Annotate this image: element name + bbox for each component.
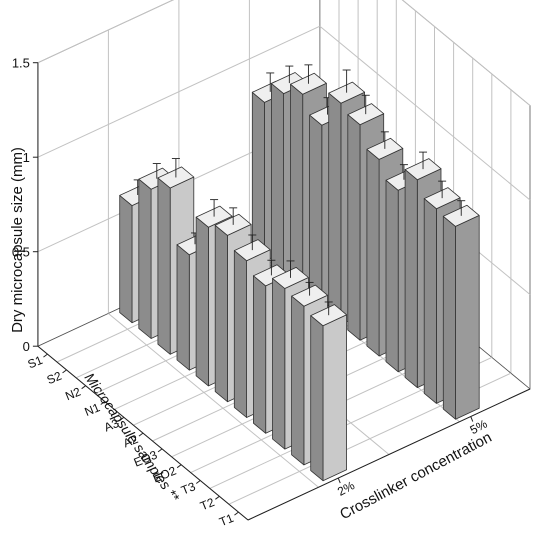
- bar-face-side: [272, 277, 286, 450]
- sample-tick-label: T1: [217, 511, 236, 529]
- sample-tick-label: T3: [179, 479, 198, 497]
- bar-T1-5%: [442, 200, 480, 420]
- sample-tick-mark: [176, 464, 182, 469]
- bar-face-side: [214, 224, 228, 403]
- concentration-tick-label: 2%: [335, 478, 357, 499]
- bar-face-side: [309, 114, 323, 310]
- bar-face-side: [119, 194, 133, 324]
- bar-face-side: [176, 244, 190, 371]
- sample-tick-mark: [81, 385, 86, 390]
- bar-face-side: [290, 83, 304, 294]
- bar-face-top: [423, 187, 461, 210]
- bar-face-side: [138, 178, 152, 339]
- grid-line-z: [37, 0, 175, 64]
- bar-face-side: [385, 179, 399, 373]
- sample-tick-label: A2: [121, 432, 140, 451]
- bar-face-side: [404, 169, 418, 389]
- axis-line-concentration: [247, 388, 531, 521]
- grid-line-z: [319, 25, 531, 201]
- bar-face-side: [328, 92, 342, 325]
- concentration-tick-mark: [470, 416, 474, 422]
- bar-face-side: [442, 215, 456, 420]
- sample-tick-label: T2: [198, 495, 217, 513]
- bar-face-top: [291, 284, 328, 307]
- bar-face-side: [252, 275, 267, 434]
- bar-T1-2%: [310, 301, 348, 482]
- bar-face-side: [195, 216, 209, 387]
- bar-face-side: [270, 83, 285, 278]
- bar-face-top: [442, 204, 480, 227]
- bar-face-front: [455, 214, 480, 420]
- z-tick-label: 1: [23, 150, 30, 165]
- sample-tick-mark: [195, 480, 201, 484]
- sample-tick-mark: [215, 495, 220, 500]
- bar-face-side: [347, 114, 361, 341]
- sample-tick-mark: [138, 432, 144, 437]
- grid-line-z: [401, 0, 531, 106]
- bar-face-side: [310, 315, 324, 482]
- bar-face-top: [233, 239, 271, 262]
- z-axis-label: Dry microcapsule size (mm): [9, 147, 26, 333]
- sample-tick-label: N1: [82, 400, 102, 419]
- z-tick-label: 0.5: [12, 245, 30, 260]
- bar-face-top: [404, 158, 442, 181]
- concentration-tick-mark: [337, 477, 341, 484]
- sample-tick-label: S1: [26, 353, 45, 372]
- sample-tick-mark: [100, 401, 106, 405]
- bar-face-front: [322, 314, 348, 482]
- z-tick-label: 0: [23, 339, 30, 354]
- sample-tick-label: N2: [63, 384, 83, 403]
- bar-face-side: [251, 91, 265, 262]
- sample-tick-label: A3: [102, 416, 121, 435]
- grid-line-conc: [108, 313, 319, 488]
- sample-tick-mark: [234, 511, 239, 516]
- bar-face-side: [157, 177, 171, 355]
- sample-tick-mark: [119, 416, 125, 421]
- bar-face-top: [272, 266, 309, 289]
- sample-tick-label: S2: [45, 369, 64, 388]
- sample-tick-mark: [43, 353, 48, 358]
- bar-face-top: [195, 205, 233, 228]
- sample-tick-mark: [157, 448, 163, 453]
- bar-face-side: [233, 250, 248, 418]
- chart-bars: [119, 64, 480, 482]
- z-tick-labels: 0 0.5 1 1.5: [12, 56, 38, 354]
- z-tick-label: 1.5: [12, 56, 30, 71]
- sample-tick-mark: [62, 369, 67, 374]
- bar-face-side: [366, 148, 380, 357]
- bar-face-side: [423, 198, 437, 404]
- bar-face-side: [291, 295, 305, 466]
